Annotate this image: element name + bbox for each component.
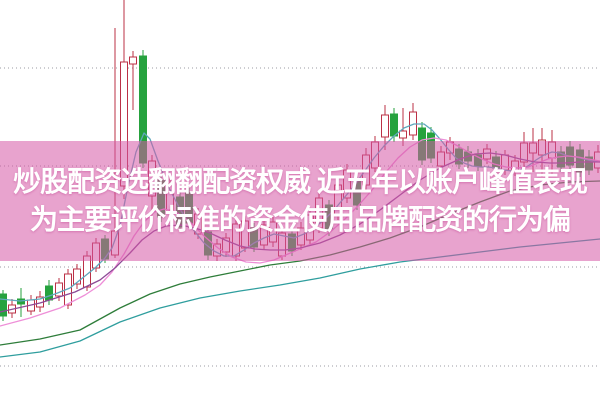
promo-banner: [0, 141, 600, 261]
promo-text-line-1: 炒股配资选翻翻配资权威 近五年以账户峰值表现: [13, 166, 588, 197]
promo-text-line-2: 为主要评价标准的资金使用品牌配资的行为偏: [29, 204, 571, 235]
promo-caption: 炒股配资选翻翻配资权威 近五年以账户峰值表现 为主要评价标准的资金使用品牌配资的…: [0, 163, 600, 239]
